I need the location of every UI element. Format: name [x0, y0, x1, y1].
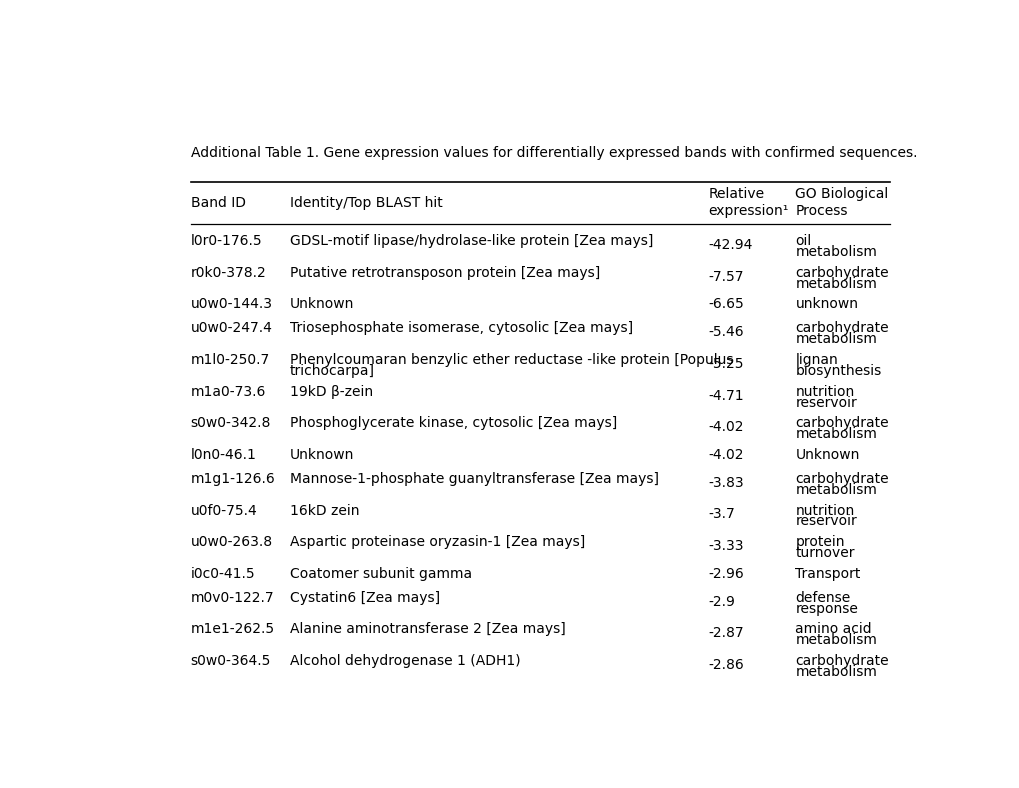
- Text: -4.02: -4.02: [708, 448, 743, 462]
- Text: i0c0-41.5: i0c0-41.5: [191, 567, 255, 581]
- Text: lignan: lignan: [795, 353, 838, 367]
- Text: metabolism: metabolism: [795, 427, 876, 441]
- Text: -3.83: -3.83: [708, 476, 744, 490]
- Text: biosynthesis: biosynthesis: [795, 364, 880, 378]
- Text: Band ID: Band ID: [191, 196, 246, 210]
- Text: 16kD zein: 16kD zein: [289, 504, 359, 518]
- Text: r0k0-378.2: r0k0-378.2: [191, 266, 266, 280]
- Text: Identity/Top BLAST hit: Identity/Top BLAST hit: [289, 196, 442, 210]
- Text: -6.65: -6.65: [708, 298, 744, 311]
- Text: -3.33: -3.33: [708, 539, 743, 553]
- Text: carbohydrate: carbohydrate: [795, 322, 889, 336]
- Text: Phenylcoumaran benzylic ether reductase -like protein [Populus: Phenylcoumaran benzylic ether reductase …: [289, 353, 733, 367]
- Text: Phosphoglycerate kinase, cytosolic [Zea mays]: Phosphoglycerate kinase, cytosolic [Zea …: [289, 416, 616, 430]
- Text: reservoir: reservoir: [795, 515, 856, 529]
- Text: m1l0-250.7: m1l0-250.7: [191, 353, 270, 367]
- Text: -2.86: -2.86: [708, 658, 744, 672]
- Text: -2.9: -2.9: [708, 595, 735, 609]
- Text: s0w0-364.5: s0w0-364.5: [191, 654, 271, 668]
- Text: Unknown: Unknown: [289, 448, 354, 462]
- Text: Alcohol dehydrogenase 1 (ADH1): Alcohol dehydrogenase 1 (ADH1): [289, 654, 520, 668]
- Text: Triosephosphate isomerase, cytosolic [Zea mays]: Triosephosphate isomerase, cytosolic [Ze…: [289, 322, 632, 336]
- Text: trichocarpa]: trichocarpa]: [289, 364, 374, 378]
- Text: -5.46: -5.46: [708, 325, 744, 340]
- Text: l0n0-46.1: l0n0-46.1: [191, 448, 257, 462]
- Text: -42.94: -42.94: [708, 238, 752, 252]
- Text: m1a0-73.6: m1a0-73.6: [191, 385, 266, 399]
- Text: Cystatin6 [Zea mays]: Cystatin6 [Zea mays]: [289, 591, 439, 605]
- Text: Mannose-1-phosphate guanyltransferase [Zea mays]: Mannose-1-phosphate guanyltransferase [Z…: [289, 472, 658, 486]
- Text: u0f0-75.4: u0f0-75.4: [191, 504, 257, 518]
- Text: turnover: turnover: [795, 546, 854, 560]
- Text: u0w0-247.4: u0w0-247.4: [191, 322, 272, 336]
- Text: metabolism: metabolism: [795, 333, 876, 347]
- Text: Transport: Transport: [795, 567, 860, 581]
- Text: Relative: Relative: [708, 188, 764, 202]
- Text: 19kD β-zein: 19kD β-zein: [289, 385, 372, 399]
- Text: reservoir: reservoir: [795, 396, 856, 410]
- Text: carbohydrate: carbohydrate: [795, 266, 889, 280]
- Text: m1g1-126.6: m1g1-126.6: [191, 472, 275, 486]
- Text: Putative retrotransposon protein [Zea mays]: Putative retrotransposon protein [Zea ma…: [289, 266, 599, 280]
- Text: GDSL-motif lipase/hydrolase-like protein [Zea mays]: GDSL-motif lipase/hydrolase-like protein…: [289, 234, 652, 248]
- Text: metabolism: metabolism: [795, 634, 876, 648]
- Text: -4.71: -4.71: [708, 388, 744, 403]
- Text: metabolism: metabolism: [795, 483, 876, 497]
- Text: Additional Table 1. Gene expression values for differentially expressed bands wi: Additional Table 1. Gene expression valu…: [191, 146, 916, 160]
- Text: -5.25: -5.25: [708, 357, 743, 371]
- Text: metabolism: metabolism: [795, 665, 876, 679]
- Text: u0w0-263.8: u0w0-263.8: [191, 535, 273, 549]
- Text: expression¹: expression¹: [708, 204, 788, 218]
- Text: carbohydrate: carbohydrate: [795, 416, 889, 430]
- Text: carbohydrate: carbohydrate: [795, 654, 889, 668]
- Text: Alanine aminotransferase 2 [Zea mays]: Alanine aminotransferase 2 [Zea mays]: [289, 623, 565, 637]
- Text: -2.87: -2.87: [708, 626, 744, 641]
- Text: metabolism: metabolism: [795, 277, 876, 291]
- Text: m0v0-122.7: m0v0-122.7: [191, 591, 274, 605]
- Text: nutrition: nutrition: [795, 385, 854, 399]
- Text: -3.7: -3.7: [708, 507, 735, 522]
- Text: nutrition: nutrition: [795, 504, 854, 518]
- Text: amino acid: amino acid: [795, 623, 871, 637]
- Text: Unknown: Unknown: [795, 448, 859, 462]
- Text: m1e1-262.5: m1e1-262.5: [191, 623, 274, 637]
- Text: u0w0-144.3: u0w0-144.3: [191, 298, 272, 311]
- Text: -7.57: -7.57: [708, 269, 743, 284]
- Text: defense: defense: [795, 591, 850, 605]
- Text: unknown: unknown: [795, 298, 858, 311]
- Text: -4.02: -4.02: [708, 420, 743, 434]
- Text: s0w0-342.8: s0w0-342.8: [191, 416, 271, 430]
- Text: carbohydrate: carbohydrate: [795, 472, 889, 486]
- Text: Process: Process: [795, 204, 847, 218]
- Text: GO Biological: GO Biological: [795, 188, 888, 202]
- Text: -2.96: -2.96: [708, 567, 744, 581]
- Text: oil: oil: [795, 234, 811, 248]
- Text: protein: protein: [795, 535, 844, 549]
- Text: Aspartic proteinase oryzasin-1 [Zea mays]: Aspartic proteinase oryzasin-1 [Zea mays…: [289, 535, 584, 549]
- Text: response: response: [795, 602, 858, 615]
- Text: metabolism: metabolism: [795, 245, 876, 259]
- Text: l0r0-176.5: l0r0-176.5: [191, 234, 262, 248]
- Text: Coatomer subunit gamma: Coatomer subunit gamma: [289, 567, 471, 581]
- Text: Unknown: Unknown: [289, 298, 354, 311]
